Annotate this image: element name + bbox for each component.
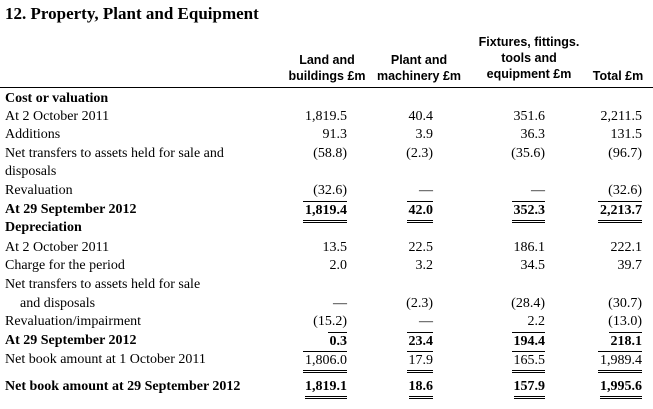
cell-total: 1,995.6 (600, 378, 642, 399)
row-label: At 29 September 2012 (5, 333, 137, 348)
cell-fixtures: 352.3 (511, 201, 545, 223)
row-label: Additions (5, 127, 61, 142)
cell-fixtures: 351.6 (513, 109, 546, 124)
cell-land: 1,819.4 (303, 201, 347, 223)
cell-land: — (333, 296, 347, 311)
cell-total: (30.7) (608, 296, 642, 311)
table-row: Revaluation (32.6) — — (32.6) (0, 182, 653, 200)
column-header-plant-machinery: Plant and machinery £m (366, 52, 472, 84)
header-line: Land and (299, 53, 355, 67)
cell-plant: 23.4 (406, 332, 433, 349)
cell-fixtures: 34.5 (520, 258, 546, 273)
cell-plant: 17.9 (406, 351, 433, 373)
cell-plant: 3.2 (415, 258, 434, 273)
header-line: machinery £m (376, 69, 462, 83)
cell-fixtures: 194.4 (511, 332, 545, 349)
cell-total: 222.1 (610, 240, 643, 255)
cell-total: 39.7 (617, 258, 643, 273)
row-label: disposals (5, 164, 57, 179)
table-row: disposals (0, 163, 653, 181)
header-line: equipment £m (486, 67, 572, 81)
cell-total: 2,211.5 (600, 109, 642, 124)
row-label: Cost or valuation (5, 91, 109, 106)
cell-plant: — (419, 314, 433, 329)
cell-plant: 40.4 (408, 109, 434, 124)
row-label: and disposals (20, 296, 96, 311)
cell-fixtures: 165.5 (511, 351, 545, 373)
table-row-cost-total: At 29 September 2012 1,819.4 42.0 352.3 … (0, 201, 653, 223)
row-label: Net book amount at 29 September 2012 (5, 379, 241, 394)
table-row: Additions 91.3 3.9 36.3 131.5 (0, 126, 653, 144)
cell-land: 13.5 (322, 240, 348, 255)
cell-plant: (2.3) (406, 296, 433, 311)
cell-fixtures: 36.3 (520, 127, 546, 142)
cell-plant: (2.3) (406, 146, 433, 161)
table-row-nbv-opening: Net book amount at 1 October 2011 1,806.… (0, 351, 653, 373)
column-header-total: Total £m (586, 68, 650, 84)
row-label: Revaluation (5, 183, 73, 198)
header-line: Fixtures, fittings. (478, 35, 580, 49)
row-label: Net book amount at 1 October 2011 (5, 352, 206, 367)
cell-plant: 22.5 (408, 240, 434, 255)
table-row: Revaluation/impairment (15.2) — 2.2 (13.… (0, 313, 653, 331)
cell-land: 0.3 (327, 332, 347, 349)
cell-plant: — (419, 183, 433, 198)
cell-total: (96.7) (608, 146, 642, 161)
table-row: Net transfers to assets held for sale (0, 276, 653, 294)
row-label: At 29 September 2012 (5, 202, 137, 217)
column-header-land-buildings: Land and buildings £m (272, 52, 382, 84)
cell-fixtures: 157.9 (513, 378, 545, 399)
row-label: Revaluation/impairment (5, 314, 142, 329)
section-title: 12. Property, Plant and Equipment (5, 4, 259, 23)
cell-plant: 3.9 (415, 127, 434, 142)
cell-plant: 42.0 (406, 201, 433, 223)
row-label: Depreciation (5, 220, 82, 235)
cell-total: 218.1 (608, 332, 642, 349)
table-row-depreciation-heading: Depreciation (0, 219, 653, 237)
header-line: Plant and (390, 53, 448, 67)
row-label: Net transfers to assets held for sale an… (5, 146, 224, 161)
cell-plant: 18.6 (408, 378, 433, 399)
cell-total: 131.5 (610, 127, 643, 142)
cell-land: 1,819.1 (305, 378, 347, 399)
table-row: Net transfers to assets held for sale an… (0, 145, 653, 163)
cell-land: 1,806.0 (303, 351, 347, 373)
cell-total: (32.6) (608, 183, 642, 198)
row-label: At 2 October 2011 (5, 240, 110, 255)
cell-total: (13.0) (608, 314, 642, 329)
cell-land: (15.2) (313, 314, 347, 329)
table-row-nbv-closing: Net book amount at 29 September 2012 1,8… (0, 378, 653, 399)
header-line: Total £m (592, 69, 644, 83)
header-rule (0, 87, 653, 88)
table-row: At 2 October 2011 1,819.5 40.4 351.6 2,2… (0, 108, 653, 126)
table-row-depreciation-total: At 29 September 2012 0.3 23.4 194.4 218.… (0, 332, 653, 350)
cell-land: (32.6) (313, 183, 347, 198)
row-label: Net transfers to assets held for sale (5, 277, 201, 292)
column-header-fixtures: Fixtures, fittings. tools and equipment … (470, 34, 588, 82)
table-row: At 2 October 2011 13.5 22.5 186.1 222.1 (0, 239, 653, 257)
cell-total: 1,989.4 (598, 351, 642, 373)
table-row-cost-heading: Cost or valuation (0, 90, 653, 108)
cell-land: 1,819.5 (305, 109, 347, 124)
cell-fixtures: — (531, 183, 545, 198)
cell-land: 2.0 (329, 258, 348, 273)
row-label: Charge for the period (5, 258, 125, 273)
table-row: and disposals — (2.3) (28.4) (30.7) (0, 295, 653, 313)
cell-land: 91.3 (322, 127, 348, 142)
row-label: At 2 October 2011 (5, 109, 110, 124)
cell-fixtures: (28.4) (511, 296, 545, 311)
cell-total: 2,213.7 (598, 201, 642, 223)
cell-fixtures: 186.1 (513, 240, 546, 255)
header-line: tools and (501, 51, 557, 65)
cell-fixtures: 2.2 (527, 314, 546, 329)
header-line: buildings £m (288, 69, 366, 83)
table-row: Charge for the period 2.0 3.2 34.5 39.7 (0, 257, 653, 275)
cell-land: (58.8) (313, 146, 347, 161)
cell-fixtures: (35.6) (511, 146, 545, 161)
